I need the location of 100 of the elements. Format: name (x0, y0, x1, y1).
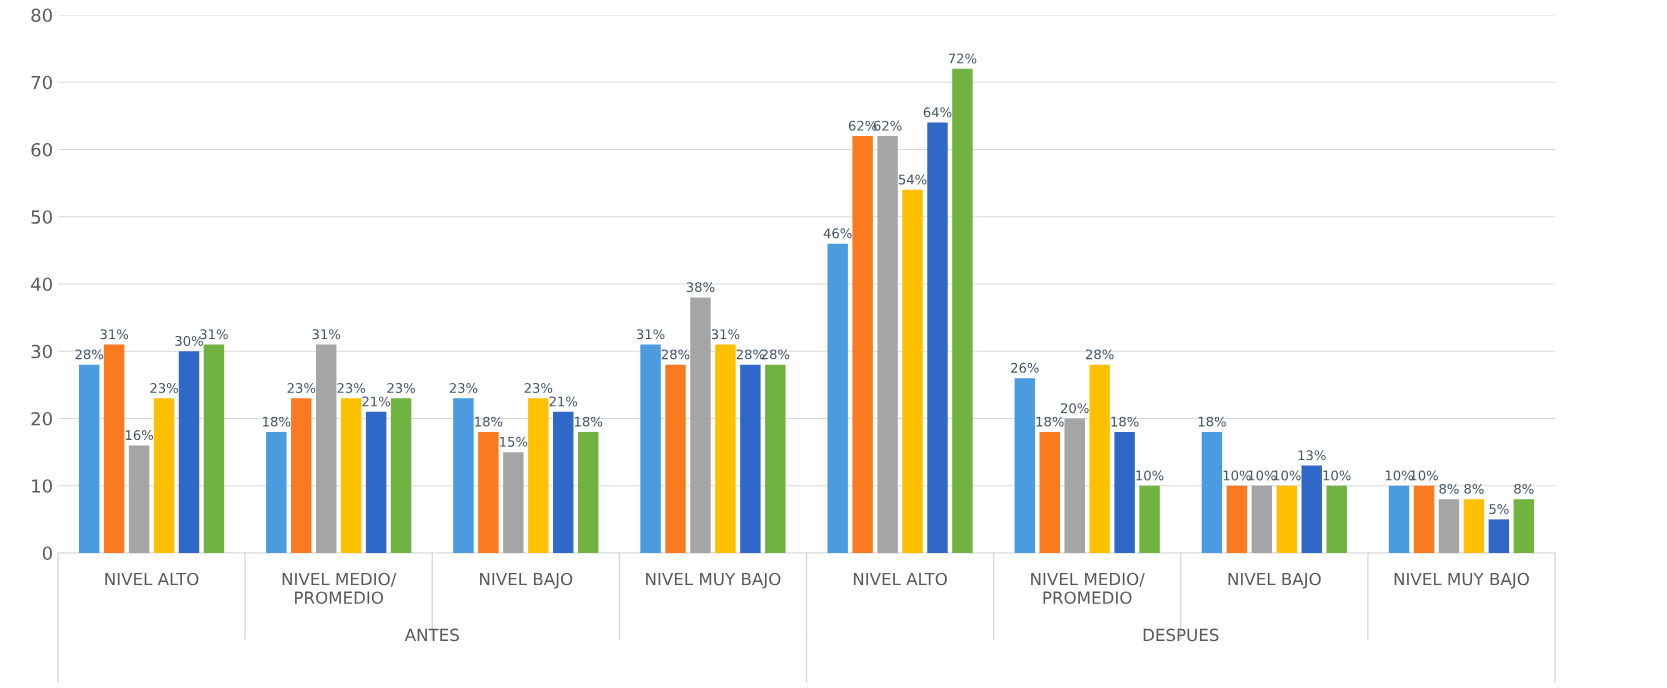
bar (1438, 499, 1460, 553)
data-label: 18% (1111, 416, 1139, 427)
bar (478, 431, 499, 553)
x-tick-label: NIVEL MUY BAJO (1394, 572, 1529, 589)
bar (365, 411, 387, 553)
data-label: 8% (1439, 483, 1459, 494)
bar (1014, 378, 1036, 553)
bar (390, 398, 412, 553)
bar (1413, 485, 1435, 553)
bar (340, 398, 362, 553)
data-label: 5% (1489, 504, 1509, 515)
data-label: 28% (75, 349, 104, 360)
bar (291, 398, 312, 553)
bar (178, 351, 200, 553)
bar (740, 364, 761, 553)
y-tick-label: 40 (31, 277, 52, 292)
data-label: 18% (574, 416, 603, 427)
bar (1201, 431, 1223, 553)
data-label: 10% (1323, 470, 1351, 481)
bar (1139, 485, 1160, 553)
bar (1226, 485, 1248, 553)
bar (1388, 485, 1410, 553)
data-label: 8% (1464, 483, 1484, 494)
data-label: 23% (150, 383, 178, 393)
bar (765, 364, 786, 553)
data-label: 16% (125, 430, 154, 441)
x-tick-label: NIVEL MUY BAJO (646, 572, 781, 589)
data-label: 13% (1298, 450, 1326, 461)
y-tick-label: 10 (32, 479, 52, 493)
data-label: 26% (1011, 362, 1039, 373)
data-label: 20% (1061, 403, 1089, 414)
data-label: 72% (948, 53, 977, 64)
bar (1251, 485, 1273, 553)
data-label: 18% (263, 416, 291, 427)
x-tick-label: NIVEL ALTO (853, 572, 947, 586)
data-label: 18% (475, 416, 503, 427)
x-tick-label: NIVEL BAJO (480, 572, 573, 589)
bar (1326, 485, 1347, 553)
y-tick-label: 20 (31, 411, 52, 426)
data-label: 28% (661, 349, 690, 360)
bar (1039, 431, 1060, 553)
text: DESPUES (1143, 628, 1219, 642)
data-label: 21% (362, 396, 391, 407)
data-label: 23% (449, 383, 478, 393)
bar (1114, 431, 1135, 553)
bar (665, 364, 686, 553)
bar (640, 344, 661, 553)
text: ANTES (404, 628, 459, 642)
data-label: 23% (337, 383, 366, 393)
data-label: 38% (686, 282, 715, 293)
y-tick-label: 50 (31, 210, 52, 224)
bar (902, 189, 923, 553)
bar (690, 297, 711, 553)
x-tick-label: NIVEL MEDIO/ PROMEDIO (1031, 572, 1145, 605)
bar (715, 344, 736, 553)
bar (852, 136, 873, 553)
bar (927, 122, 948, 553)
bar (952, 68, 973, 553)
bar (266, 431, 287, 553)
data-label: 64% (923, 107, 952, 118)
bar (1463, 499, 1485, 553)
x-tick-label: NIVEL ALTO (105, 572, 199, 586)
data-label: 18% (1198, 416, 1226, 427)
data-label: 46% (823, 228, 852, 239)
y-tick-label: 30 (31, 344, 52, 359)
bar (315, 344, 337, 553)
bar (577, 431, 599, 553)
data-label: 31% (711, 329, 740, 340)
data-label: 28% (1085, 349, 1114, 360)
bar (103, 344, 125, 553)
data-label: 8% (1514, 483, 1534, 494)
bar (1513, 499, 1535, 553)
data-label: 23% (287, 383, 316, 393)
bar (203, 344, 225, 553)
data-label: 31% (100, 329, 129, 340)
bar (553, 411, 574, 553)
data-label: 23% (387, 383, 415, 393)
data-label: 31% (636, 329, 665, 340)
y-tick-label: 0 (42, 546, 52, 561)
bar (503, 452, 524, 553)
bar (78, 364, 100, 553)
data-label: 31% (312, 329, 341, 340)
bar (528, 398, 549, 553)
bar (1089, 364, 1110, 553)
bar (827, 243, 848, 553)
bar (1488, 519, 1510, 553)
x-tick-label: NIVEL BAJO (1228, 572, 1321, 589)
data-label: 18% (1036, 416, 1064, 427)
bar (128, 445, 150, 553)
bar (877, 136, 898, 553)
y-tick-label: 60 (31, 142, 52, 157)
y-tick-label: 70 (31, 75, 52, 90)
data-label: 23% (524, 383, 553, 393)
bar (1064, 418, 1085, 553)
y-tick-label: 80 (31, 8, 52, 23)
bar (153, 398, 175, 553)
x-tick-label: NIVEL MEDIO/ PROMEDIO (282, 572, 397, 605)
data-label: 10% (1136, 470, 1164, 481)
data-label: 54% (898, 174, 927, 185)
data-label: 21% (549, 396, 578, 407)
